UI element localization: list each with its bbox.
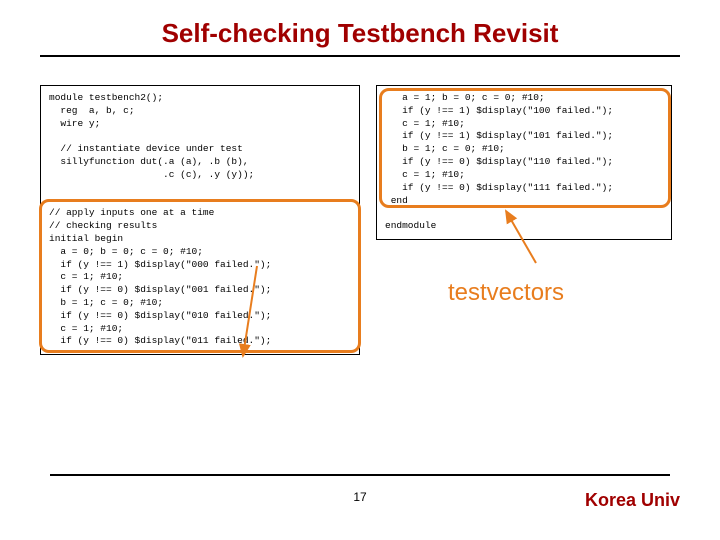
slide-title: Self-checking Testbench Revisit — [40, 18, 680, 49]
code-box-left: module testbench2(); reg a, b, c; wire y… — [40, 85, 360, 355]
code-box-right: a = 1; b = 0; c = 0; #10; if (y !== 1) $… — [376, 85, 672, 240]
testvectors-label: testvectors — [448, 279, 564, 307]
left-column: module testbench2(); reg a, b, c; wire y… — [40, 85, 360, 355]
code-left: module testbench2(); reg a, b, c; wire y… — [49, 92, 351, 348]
bottom-rule — [50, 474, 670, 476]
code-right: a = 1; b = 0; c = 0; #10; if (y !== 1) $… — [385, 92, 663, 233]
content-row: module testbench2(); reg a, b, c; wire y… — [40, 85, 680, 355]
footer-affiliation: Korea Univ — [585, 490, 680, 511]
right-column: a = 1; b = 0; c = 0; #10; if (y !== 1) $… — [376, 85, 672, 240]
top-rule — [40, 55, 680, 57]
